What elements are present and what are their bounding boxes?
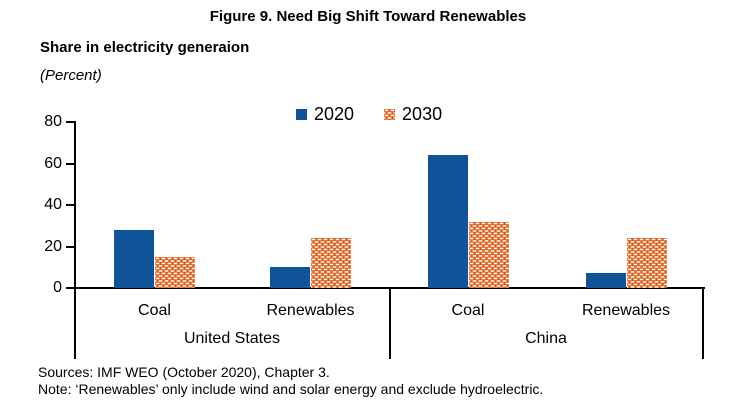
bar-2020-united-states-renewables [270,267,310,288]
bar-2020-china-coal [427,155,468,288]
y-tick-mark [66,121,74,123]
group-label-china: China [525,330,567,347]
footer: Sources: IMF WEO (October 2020), Chapter… [38,364,543,398]
legend: 2020 2030 [296,104,442,125]
figure-subtitle: Share in electricity generaion [40,39,250,56]
y-tick-label: 80 [44,113,62,130]
bar-2030-china-renewables [626,238,667,288]
group-separator-middle [389,289,391,359]
legend-entry-2020: 2020 [296,104,354,125]
category-label-united-states-renewables: Renewables [266,302,355,319]
unit-label: (Percent) [40,67,102,84]
bar-2020-united-states-coal [114,230,154,288]
y-tick-label: 40 [44,196,62,213]
y-tick-label: 20 [44,237,62,255]
y-tick-mark [66,245,74,248]
note-line: Note: ‘Renewables’ only include wind and… [38,381,544,397]
y-tick-mark [66,287,74,289]
y-tick-label: 60 [44,154,62,172]
group-separator-right [702,289,704,359]
legend-entry-2030: 2030 [384,104,442,125]
y-axis-line [74,121,76,359]
y-tick-label: 0 [53,279,62,296]
bar-2020-china-renewables [585,273,626,288]
legend-swatch-2030-icon [384,109,396,120]
group-label-united-states: United States [183,330,281,347]
bar-2030-china-coal [468,222,509,288]
legend-label-2030: 2030 [402,104,443,124]
category-label-united-states-coal: Coal [138,302,171,319]
legend-label-2020: 2020 [314,104,355,124]
category-label-china-renewables: Renewables [581,302,671,319]
y-tick-mark [66,204,74,206]
y-tick-mark [66,162,74,165]
x-axis-line [74,287,705,289]
category-label-china-coal: Coal [451,302,485,319]
bar-2030-united-states-renewables [311,238,351,288]
legend-swatch-2020-icon [296,109,307,120]
bar-2030-united-states-coal [155,257,195,288]
figure-title: Figure 9. Need Big Shift Toward Renewabl… [209,8,527,25]
source-line: Sources: IMF WEO (October 2020), Chapter… [38,364,330,380]
